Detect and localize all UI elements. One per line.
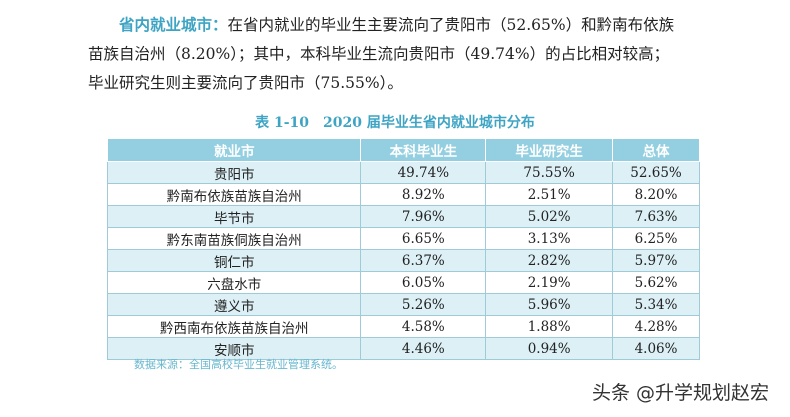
data-source-note: 数据来源：全国高校毕业生就业管理系统。 — [134, 358, 343, 371]
table-row: 黔东南苗族侗族自治州 6.65% 3.13% 6.25% — [106, 227, 700, 250]
table-header-row: 就业市 本科毕业生 毕业研究生 总体 — [106, 138, 700, 162]
header-undergrad: 本科毕业生 — [360, 138, 487, 162]
cell-postgrad: 0.94% — [485, 337, 614, 360]
cell-city: 黔东南苗族侗族自治州 — [106, 227, 362, 250]
paragraph-line-1: 在省内就业的毕业生主要流向了贵阳市（52.65%）和黔南布依族 — [227, 16, 675, 34]
table-row: 安顺市 4.46% 0.94% 4.06% — [106, 337, 700, 360]
cell-city: 六盘水市 — [106, 271, 362, 294]
cell-city: 毕节市 — [106, 205, 362, 228]
header-total: 总体 — [612, 138, 700, 162]
cell-postgrad: 5.02% — [485, 205, 614, 228]
cell-undergrad: 49.74% — [360, 161, 487, 184]
header-postgrad: 毕业研究生 — [485, 138, 614, 162]
cell-city: 铜仁市 — [106, 249, 362, 272]
cell-city: 遵义市 — [106, 293, 362, 316]
cell-city: 黔西南布依族苗族自治州 — [106, 315, 362, 338]
header-city: 就业市 — [106, 138, 362, 162]
cell-postgrad: 5.96% — [485, 293, 614, 316]
table-row: 毕节市 7.96% 5.02% 7.63% — [106, 205, 700, 228]
table-row: 黔西南布依族苗族自治州 4.58% 1.88% 4.28% — [106, 315, 700, 338]
cell-undergrad: 6.37% — [360, 249, 487, 272]
cell-total: 5.97% — [612, 249, 700, 272]
cell-city: 安顺市 — [106, 337, 362, 360]
table-row: 黔南布依族苗族自治州 8.92% 2.51% 8.20% — [106, 183, 700, 206]
cell-city: 贵阳市 — [106, 161, 362, 184]
table-row: 六盘水市 6.05% 2.19% 5.62% — [106, 271, 700, 294]
cell-postgrad: 75.55% — [485, 161, 614, 184]
table-caption: 表 1-10 2020 届毕业生省内就业城市分布 — [255, 115, 535, 131]
cell-undergrad: 6.05% — [360, 271, 487, 294]
cell-total: 5.62% — [612, 271, 700, 294]
cell-postgrad: 1.88% — [485, 315, 614, 338]
cell-total: 8.20% — [612, 183, 700, 206]
cell-undergrad: 7.96% — [360, 205, 487, 228]
intro-paragraph: 省内就业城市：在省内就业的毕业生主要流向了贵阳市（52.65%）和黔南布依族 苗… — [88, 10, 708, 98]
cell-total: 52.65% — [612, 161, 700, 184]
watermark: 头条 @升学规划赵宏 — [592, 382, 770, 404]
table-row: 贵阳市 49.74% 75.55% 52.65% — [106, 161, 700, 184]
cell-postgrad: 3.13% — [485, 227, 614, 250]
cell-undergrad: 5.26% — [360, 293, 487, 316]
cell-postgrad: 2.82% — [485, 249, 614, 272]
cell-undergrad: 4.46% — [360, 337, 487, 360]
cell-total: 6.25% — [612, 227, 700, 250]
cell-total: 5.34% — [612, 293, 700, 316]
cell-undergrad: 6.65% — [360, 227, 487, 250]
paragraph-highlight: 省内就业城市： — [119, 15, 228, 34]
cell-total: 4.06% — [612, 337, 700, 360]
cell-city: 黔南布依族苗族自治州 — [106, 183, 362, 206]
paragraph-line-2: 苗族自治州（8.20%）；其中，本科毕业生流向贵阳市（49.74%）的占比相对较… — [88, 45, 670, 63]
paragraph-line-3: 毕业研究生则主要流向了贵阳市（75.55%）。 — [88, 74, 403, 92]
cell-postgrad: 2.51% — [485, 183, 614, 206]
cell-total: 7.63% — [612, 205, 700, 228]
cell-total: 4.28% — [612, 315, 700, 338]
table-row: 遵义市 5.26% 5.96% 5.34% — [106, 293, 700, 316]
cell-postgrad: 2.19% — [485, 271, 614, 294]
cell-undergrad: 8.92% — [360, 183, 487, 206]
table-row: 铜仁市 6.37% 2.82% 5.97% — [106, 249, 700, 272]
cell-undergrad: 4.58% — [360, 315, 487, 338]
employment-city-table: 就业市 本科毕业生 毕业研究生 总体 贵阳市 49.74% 75.55% 52.65%… — [106, 138, 700, 360]
